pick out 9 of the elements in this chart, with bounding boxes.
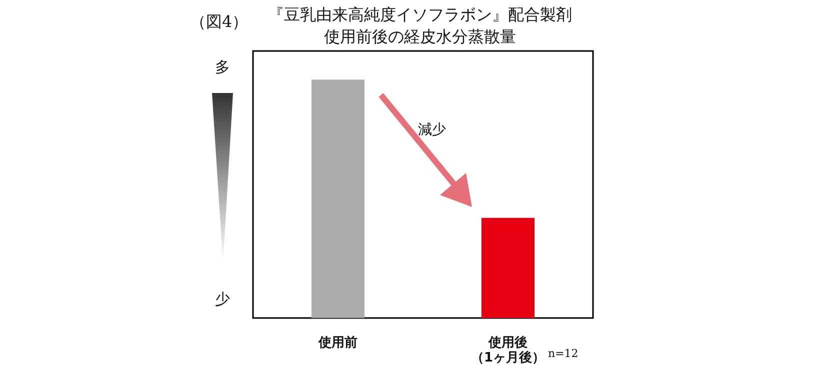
chart-title: 『豆乳由来高純度イソフラボン』配合製剤 xyxy=(268,5,572,24)
text: 多 xyxy=(215,58,230,77)
text: n=12 xyxy=(548,347,578,360)
x-tick-label: 使用後（1ヶ月後） xyxy=(470,334,546,366)
text: 少 xyxy=(215,290,230,309)
chart-subtitle: 使用前後の経皮水分蒸散量 xyxy=(324,27,516,46)
annotation: 減少 xyxy=(418,121,446,139)
x-tick-label: 使用前 xyxy=(318,336,358,350)
text: （図4） xyxy=(190,12,248,33)
